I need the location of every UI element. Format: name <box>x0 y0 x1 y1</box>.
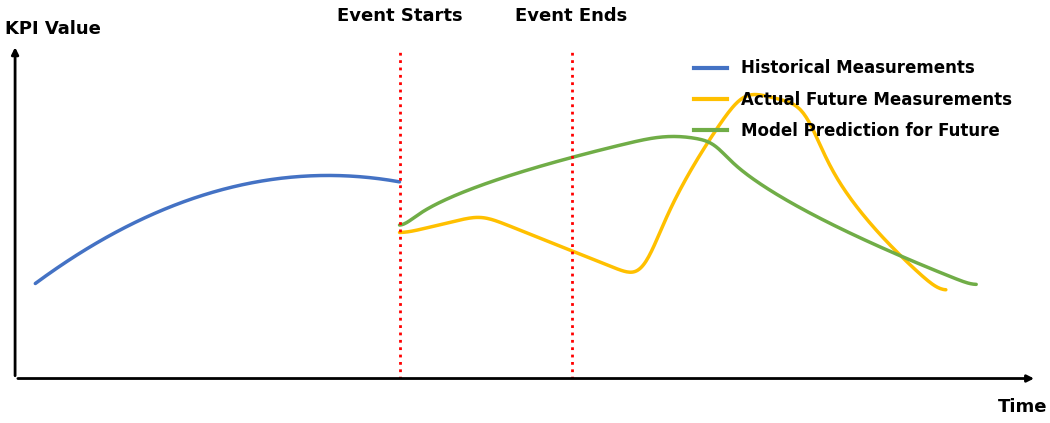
Text: Time: Time <box>998 398 1047 416</box>
Text: Event Ends: Event Ends <box>516 7 628 25</box>
Legend: Historical Measurements, Actual Future Measurements, Model Prediction for Future: Historical Measurements, Actual Future M… <box>688 53 1018 147</box>
Text: KPI Value: KPI Value <box>5 20 101 38</box>
Text: Event Starts: Event Starts <box>337 7 462 25</box>
